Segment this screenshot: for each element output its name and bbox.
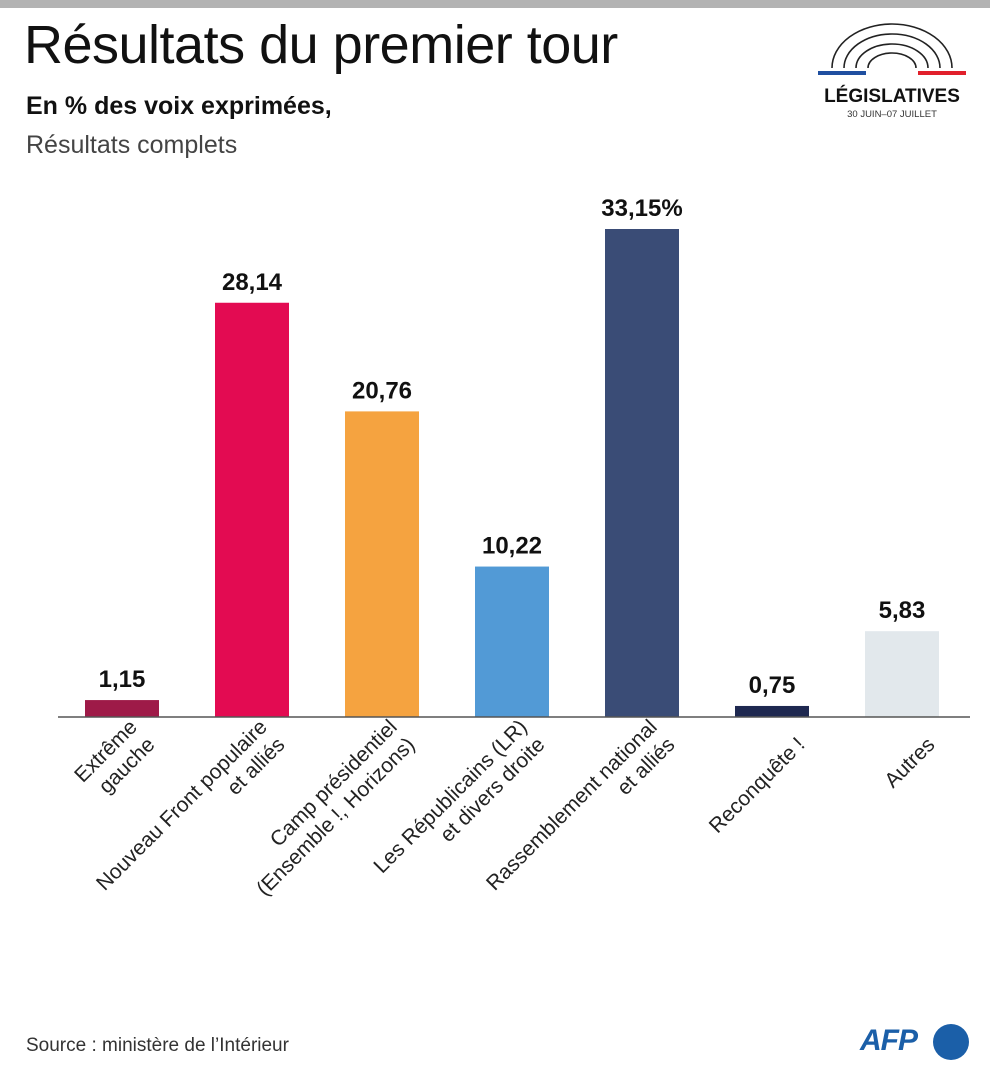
afp-wordmark: AFP bbox=[860, 1024, 918, 1057]
bar bbox=[215, 302, 289, 717]
logo-dates: 30 JUIN–07 JUILLET bbox=[847, 109, 937, 120]
chart-subtitle-secondary: Résultats complets bbox=[26, 131, 238, 159]
afp-dot-icon bbox=[933, 1024, 969, 1060]
category-label-line: Reconquête ! bbox=[705, 733, 810, 838]
bar-value-label: 1,15 bbox=[99, 666, 146, 693]
bar-value-label: 20,76 bbox=[352, 377, 412, 404]
logo-wordmark: LÉGISLATIVES bbox=[824, 86, 960, 107]
category-label-line: Autres bbox=[880, 733, 939, 792]
source-note: Source : ministère de l’Intérieur bbox=[26, 1035, 289, 1056]
top-rule bbox=[0, 0, 990, 8]
chart-title: Résultats du premier tour bbox=[24, 15, 618, 75]
bar-value-label: 33,15% bbox=[601, 195, 682, 222]
afp-logo: AFP bbox=[860, 1022, 972, 1062]
category-label: Reconquête ! bbox=[705, 733, 810, 838]
arches-icon bbox=[818, 23, 966, 75]
bar bbox=[865, 631, 939, 717]
bar-value-label: 28,14 bbox=[222, 269, 283, 296]
bar-value-label: 10,22 bbox=[482, 533, 542, 560]
bar bbox=[605, 229, 679, 717]
bar-value-label: 5,83 bbox=[879, 597, 926, 624]
bar bbox=[85, 700, 159, 717]
category-label: Autres bbox=[880, 733, 939, 792]
bar bbox=[475, 566, 549, 717]
chart-subtitle: En % des voix exprimées, bbox=[26, 92, 332, 120]
legislatives-logo: LÉGISLATIVES 30 JUIN–07 JUILLET bbox=[812, 22, 972, 126]
bar-value-label: 0,75 bbox=[749, 672, 796, 699]
bar bbox=[345, 411, 419, 717]
bar bbox=[735, 705, 809, 717]
